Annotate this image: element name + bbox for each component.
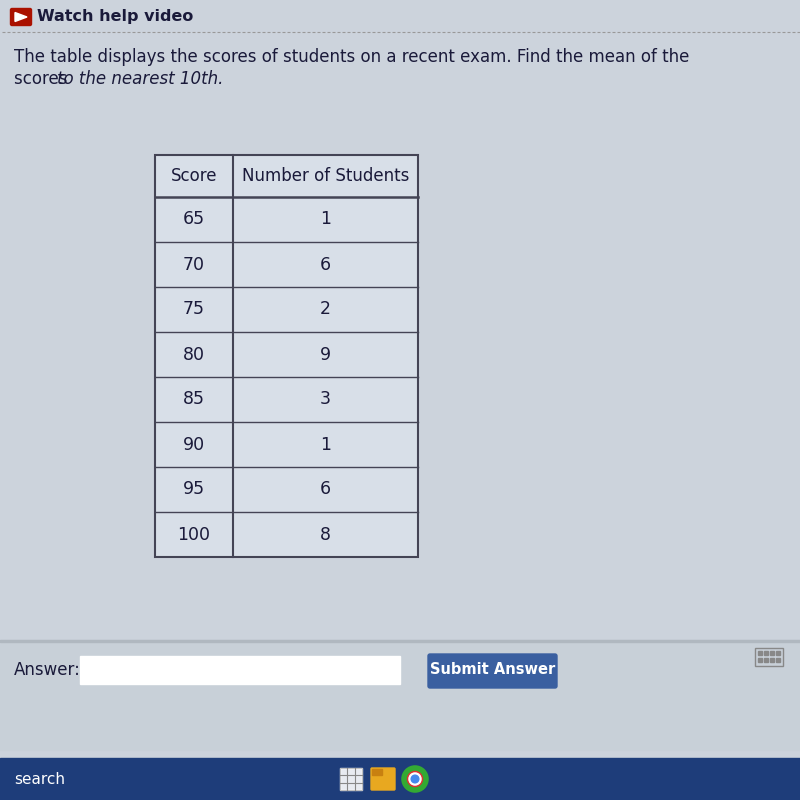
Text: 70: 70 bbox=[183, 255, 205, 274]
Bar bbox=[764, 651, 768, 655]
Text: Submit Answer: Submit Answer bbox=[430, 662, 555, 678]
Bar bbox=[0, 640, 800, 642]
Text: to the nearest 10th.: to the nearest 10th. bbox=[57, 70, 223, 88]
Text: 1: 1 bbox=[320, 435, 331, 454]
Text: 75: 75 bbox=[183, 301, 205, 318]
Bar bbox=[340, 768, 362, 790]
Text: Watch help video: Watch help video bbox=[37, 10, 194, 25]
Bar bbox=[0, 640, 800, 750]
Text: Score: Score bbox=[170, 167, 218, 185]
Text: 2: 2 bbox=[320, 301, 331, 318]
Bar bbox=[758, 658, 762, 662]
FancyBboxPatch shape bbox=[371, 768, 395, 790]
Bar bbox=[764, 658, 768, 662]
Text: 90: 90 bbox=[183, 435, 205, 454]
Bar bbox=[776, 651, 780, 655]
Bar bbox=[755, 648, 783, 666]
Text: 80: 80 bbox=[183, 346, 205, 363]
Text: 3: 3 bbox=[320, 390, 331, 409]
Text: 1: 1 bbox=[320, 210, 331, 229]
Bar bbox=[758, 651, 762, 655]
Bar bbox=[340, 768, 362, 790]
Bar bbox=[0, 758, 800, 800]
Bar bbox=[155, 155, 418, 557]
Text: search: search bbox=[14, 771, 65, 786]
Circle shape bbox=[411, 775, 419, 783]
Text: 95: 95 bbox=[183, 481, 205, 498]
FancyBboxPatch shape bbox=[10, 9, 31, 26]
Polygon shape bbox=[15, 13, 27, 22]
Text: 100: 100 bbox=[178, 526, 210, 543]
Text: scores: scores bbox=[14, 70, 73, 88]
Text: 6: 6 bbox=[320, 481, 331, 498]
Text: 6: 6 bbox=[320, 255, 331, 274]
FancyBboxPatch shape bbox=[428, 654, 557, 688]
Bar bbox=[776, 658, 780, 662]
Bar bbox=[372, 769, 382, 775]
Text: Answer:: Answer: bbox=[14, 661, 81, 679]
Text: The table displays the scores of students on a recent exam. Find the mean of the: The table displays the scores of student… bbox=[14, 48, 690, 66]
Text: 85: 85 bbox=[183, 390, 205, 409]
Text: 8: 8 bbox=[320, 526, 331, 543]
Bar bbox=[770, 651, 774, 655]
Text: 65: 65 bbox=[183, 210, 205, 229]
Bar bbox=[155, 155, 418, 557]
Text: Number of Students: Number of Students bbox=[242, 167, 409, 185]
Bar bbox=[770, 658, 774, 662]
Bar bbox=[80, 656, 400, 684]
Text: 9: 9 bbox=[320, 346, 331, 363]
Circle shape bbox=[409, 773, 421, 785]
Circle shape bbox=[404, 768, 426, 790]
